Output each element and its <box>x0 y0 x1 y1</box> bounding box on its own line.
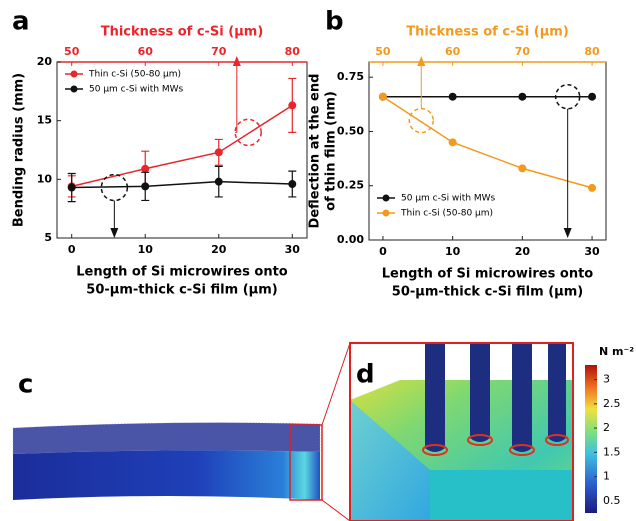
x-tick-label: 20 <box>211 243 227 256</box>
y-tick-label: 5 <box>44 231 52 244</box>
colorbar-tick-label: 3 <box>603 373 610 386</box>
legend-label: 50 µm c-Si with MWs <box>401 194 496 204</box>
legend-label: Thin c-Si (50-80 µm) <box>88 70 181 80</box>
colorbar-tick-label: 1 <box>603 470 610 483</box>
legend-label: Thin c-Si (50-80 µm) <box>400 209 493 219</box>
zoom-image <box>349 342 574 521</box>
data-point <box>518 92 527 101</box>
y-axis-label: Bending radius (mm) <box>12 73 27 227</box>
data-point <box>214 148 223 157</box>
panel-label: c <box>18 370 33 400</box>
annotation-circle <box>100 173 129 202</box>
x-axis-label: 50-µm-thick c-Si film (µm) <box>86 283 277 298</box>
data-point <box>448 138 457 147</box>
data-point <box>288 180 297 189</box>
annotation-circle <box>554 83 581 110</box>
x2-tick-label: 80 <box>584 45 600 58</box>
data-point <box>448 92 457 101</box>
legend-marker <box>382 194 390 202</box>
data-point <box>288 101 297 110</box>
y-axis-label: Deflection at the end <box>308 74 323 229</box>
x-tick-label: 0 <box>68 243 76 256</box>
panel-label: a <box>12 7 30 37</box>
arrow-head <box>417 56 426 66</box>
data-point <box>378 92 387 101</box>
series-line <box>71 180 293 189</box>
data-point <box>141 164 150 173</box>
x2-tick-label: 60 <box>138 45 154 58</box>
y-tick-label: 10 <box>37 172 53 185</box>
x-axis-label: Length of Si microwires onto <box>382 267 594 282</box>
beam-image <box>12 342 351 521</box>
x2-tick-label: 50 <box>64 45 80 58</box>
x-tick-label: 10 <box>138 243 154 256</box>
panel-label: d <box>356 360 375 390</box>
series-line <box>382 96 593 189</box>
colorbar-tick-label: 1.5 <box>603 445 621 458</box>
legend-marker <box>382 209 390 217</box>
arrow-head <box>110 228 119 238</box>
x-axis-label: 50-µm-thick c-Si film (µm) <box>392 285 583 300</box>
arrow-head <box>563 228 572 238</box>
x2-tick-label: 50 <box>375 45 391 58</box>
x-tick-label: 20 <box>515 245 531 258</box>
data-point <box>518 164 527 173</box>
legend-label: 50 µm c-Si with MWs <box>89 85 184 95</box>
y-tick-label: 20 <box>37 55 53 68</box>
x2-axis-label: Thickness of c-Si (µm) <box>406 25 569 40</box>
y-tick-label: 15 <box>37 114 52 127</box>
x2-tick-label: 80 <box>285 45 301 58</box>
colorbar-label: N m⁻² <box>599 345 634 358</box>
x-axis-label: Length of Si microwires onto <box>76 265 288 280</box>
x-tick-label: 10 <box>445 245 461 258</box>
colorbar-tick-label: 2 <box>603 421 610 434</box>
x-tick-label: 30 <box>285 243 301 256</box>
data-point <box>214 177 223 186</box>
x2-tick-label: 70 <box>515 45 531 58</box>
colorbar-tick-label: 0.5 <box>603 494 621 507</box>
data-point <box>141 182 150 191</box>
x-tick-label: 0 <box>379 245 387 258</box>
annotation-circle <box>408 107 435 134</box>
data-point <box>588 92 597 101</box>
annotation-circle <box>234 118 262 147</box>
panel-label: b <box>325 7 344 37</box>
y-tick-label: 0.25 <box>337 179 364 192</box>
legend-marker <box>70 70 78 78</box>
y-axis-label: of thin film (nm) <box>324 91 339 211</box>
colorbar-tick-label: 2.5 <box>603 397 621 410</box>
x2-tick-label: 60 <box>445 45 461 58</box>
x2-axis-label: Thickness of c-Si (µm) <box>101 25 264 40</box>
x2-tick-label: 70 <box>211 45 227 58</box>
data-point <box>588 183 597 192</box>
y-tick-label: 0.50 <box>337 124 364 137</box>
arrow-head <box>232 56 241 66</box>
data-point <box>67 183 76 192</box>
legend-marker <box>70 85 78 93</box>
series-line <box>71 104 293 188</box>
y-tick-label: 0.75 <box>337 70 364 83</box>
annotation-arrow <box>235 58 238 133</box>
y-tick-label: 0.00 <box>337 233 364 246</box>
x-tick-label: 30 <box>584 245 600 258</box>
colorbar <box>585 365 597 513</box>
